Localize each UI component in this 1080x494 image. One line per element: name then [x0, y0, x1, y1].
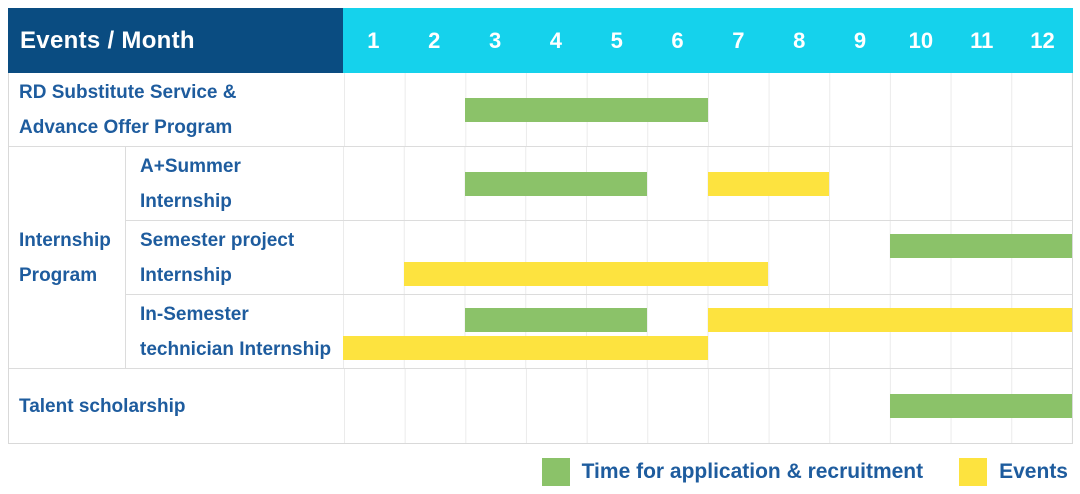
month-label: 3: [488, 27, 502, 53]
table-header: Events / Month 1 2 3 4 5 6 7 8 9 10 11 12: [8, 8, 1073, 73]
row-label-line: Talent scholarship: [19, 395, 186, 417]
row-label-line: Internship: [140, 264, 232, 286]
events-month-table: Events / Month 1 2 3 4 5 6 7 8 9 10 11 12 RD Substi…: [8, 8, 1073, 444]
application-swatch-icon: [541, 458, 570, 486]
row-label-line: Advance Offer Program: [19, 116, 233, 138]
row-label-line: Semester project: [140, 229, 295, 251]
internship-subrows: A+Summer Internship Semester project Int…: [126, 147, 1072, 368]
month-label: 8: [793, 27, 806, 53]
month-label: 11: [970, 27, 994, 53]
application-bar: [465, 98, 708, 122]
application-bar: [889, 234, 1072, 258]
row-label-line: Internship: [140, 190, 232, 212]
group-label-line: Internship: [19, 229, 111, 251]
event-bar: [707, 308, 1072, 332]
month-label: 10: [908, 27, 934, 53]
row-label-talent-scholarship: Talent scholarship: [9, 369, 344, 443]
row-label-rd-substitute: RD Substitute Service & Advance Offer Pr…: [9, 73, 344, 146]
month-label: 7: [732, 27, 745, 53]
row-rd-substitute: RD Substitute Service & Advance Offer Pr…: [9, 73, 1072, 147]
month-label: 5: [610, 27, 623, 53]
row-label-line: technician Internship: [140, 338, 332, 360]
row-label-semester-project: Semester project Internship: [126, 221, 343, 294]
legend: Time for application & recruitment Event…: [541, 458, 1068, 486]
events-swatch-icon: [959, 458, 988, 486]
row-label-line: A+Summer: [140, 155, 241, 177]
row-label-line: RD Substitute Service &: [19, 81, 237, 103]
row-talent-scholarship: Talent scholarship: [9, 369, 1072, 443]
table-body: RD Substitute Service & Advance Offer Pr…: [8, 73, 1073, 444]
legend-item-events: Events: [959, 458, 1068, 486]
gantt-grid-aplus-summer: [343, 147, 1072, 220]
event-bar: [403, 262, 769, 286]
row-label-aplus-summer: A+Summer Internship: [126, 147, 343, 220]
event-bar: [343, 336, 708, 360]
month-label: 1: [367, 27, 380, 53]
table-header-title: Events / Month: [8, 8, 343, 73]
row-group-internship-program: Internship Program A+Summer Internship S…: [9, 147, 1072, 369]
gantt-grid-talent-scholarship: [344, 369, 1072, 443]
month-label: 12: [1030, 27, 1055, 53]
legend-label-events: Events: [999, 460, 1068, 483]
gantt-grid-insemester-technician: [343, 295, 1072, 368]
month-header-row: 1 2 3 4 5 6 7 8 9 10 11 12: [343, 8, 1073, 73]
legend-item-application: Time for application & recruitment: [541, 458, 924, 486]
legend-label-application: Time for application & recruitment: [581, 460, 924, 483]
row-label-line: In-Semester: [140, 303, 249, 325]
group-label-line: Program: [19, 264, 98, 286]
gantt-grid-rd-substitute: [344, 73, 1072, 146]
event-bar: [707, 172, 829, 196]
row-aplus-summer-internship: A+Summer Internship: [126, 147, 1072, 221]
application-bar: [890, 394, 1072, 418]
group-label-internship-program: Internship Program: [9, 147, 126, 368]
row-label-insemester-technician: In-Semester technician Internship: [126, 295, 343, 368]
month-label: 2: [428, 27, 441, 53]
month-label: 6: [671, 27, 684, 53]
application-bar: [464, 172, 647, 196]
row-semester-project-internship: Semester project Internship: [126, 221, 1072, 295]
row-insemester-technician-internship: In-Semester technician Internship: [126, 295, 1072, 368]
month-label: 9: [853, 27, 867, 53]
month-label: 4: [549, 27, 563, 53]
application-bar: [464, 308, 647, 332]
gantt-grid-semester-project: [343, 221, 1072, 294]
